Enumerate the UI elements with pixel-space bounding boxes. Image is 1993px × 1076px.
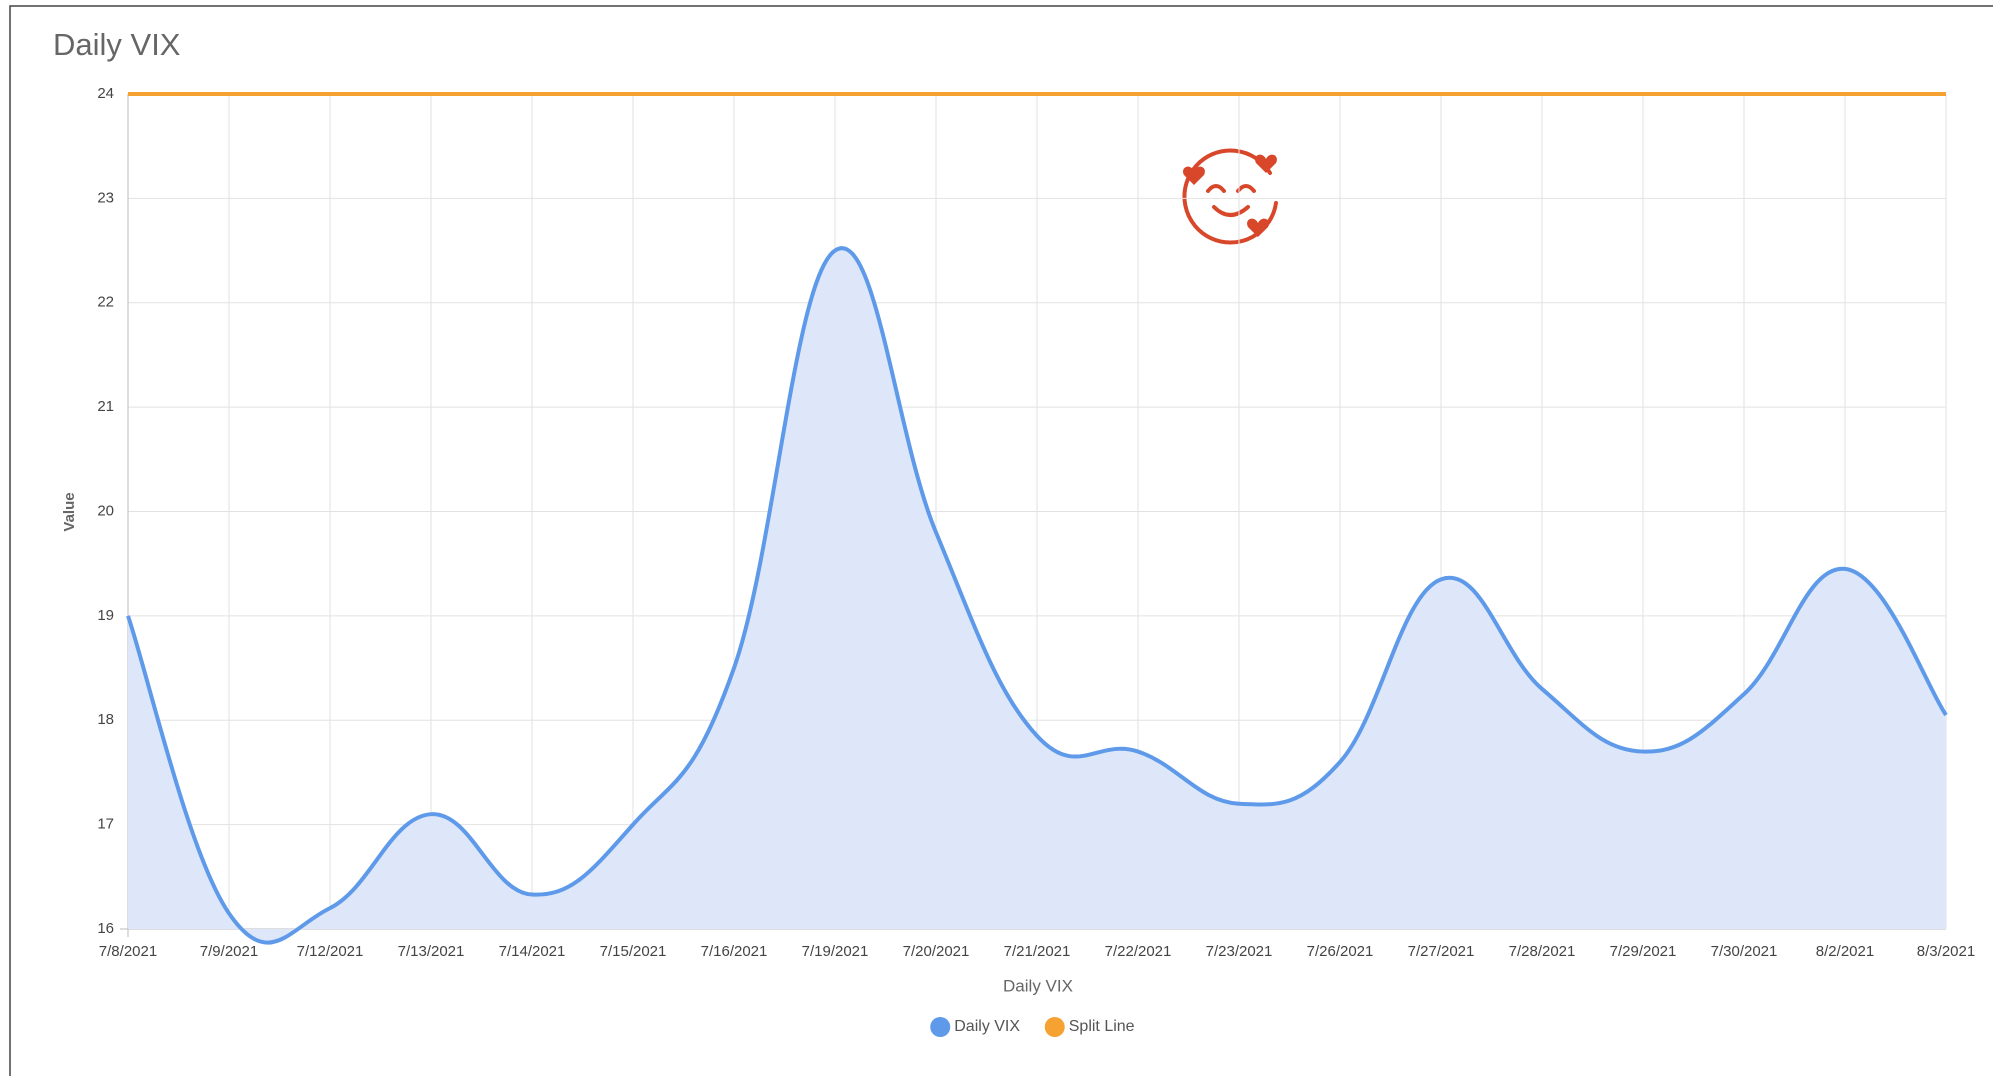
x-tick-label: 7/30/2021 [1711,943,1778,960]
x-tick-label: 7/20/2021 [903,943,970,960]
y-tick-label: 18 [97,711,114,728]
y-tick-label: 22 [97,294,114,311]
x-tick-label: 7/21/2021 [1004,943,1071,960]
x-tick-label: 7/23/2021 [1206,943,1273,960]
frame [9,5,1993,1076]
x-tick-label: 7/19/2021 [802,943,869,960]
x-tick-label: 7/16/2021 [701,943,768,960]
legend-label: Split Line [1069,1018,1135,1035]
x-tick-label: 7/12/2021 [297,943,364,960]
line [126,246,1948,945]
x-tick-label: 8/3/2021 [1917,943,1975,960]
x-tick-label: 8/2/2021 [1816,943,1874,960]
x-tick-label: 7/8/2021 [99,943,157,960]
legend-label: Daily VIX [954,1018,1020,1035]
y-tick-label: 24 [97,85,114,102]
x-tick-label: 7/14/2021 [499,943,566,960]
x-tick-label: 7/22/2021 [1105,943,1172,960]
y-tick-label: 23 [97,189,114,206]
x-tick-label: 7/15/2021 [600,943,667,960]
legend-marker [930,1017,951,1037]
area [128,248,1946,943]
y-tick-label: 19 [97,607,114,624]
chart-title: Daily VIX [53,27,181,62]
y-axis-title: Value [61,492,78,531]
x-tick-label: 7/29/2021 [1610,943,1677,960]
emoji-icon [1182,148,1278,245]
x-tick-label: 7/28/2021 [1509,943,1576,960]
y-tick-label: 17 [97,816,114,833]
x-tick-label: 7/27/2021 [1408,943,1475,960]
legend-marker [1044,1017,1065,1037]
x-axis-title: Daily VIX [1003,976,1073,995]
x-tick-label: 7/9/2021 [200,943,258,960]
y-tick-label: 16 [97,920,114,937]
y-tick-label: 20 [97,502,114,519]
y-tick-label: 21 [97,398,114,415]
legend: Daily VIX Split Line [930,1017,1135,1037]
x-tick-label: 7/13/2021 [398,943,465,960]
x-tick-label: 7/26/2021 [1307,943,1374,960]
